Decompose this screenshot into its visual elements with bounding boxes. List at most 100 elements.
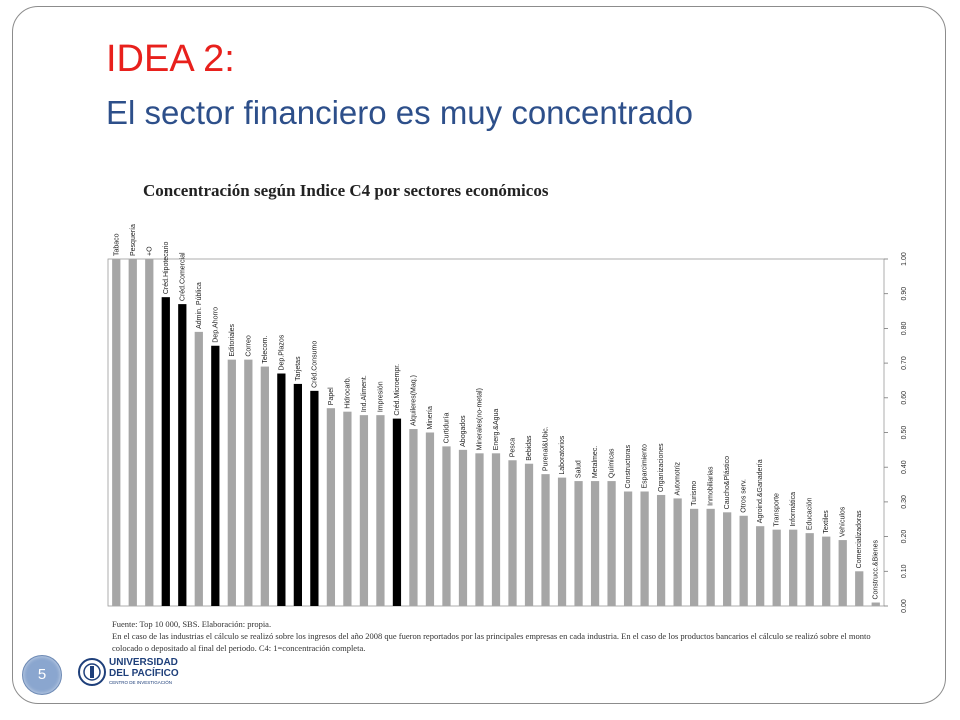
bar [557,477,567,606]
category-label: Tabaco [113,233,120,256]
category-label: Informática [790,492,797,527]
category-label: Impresión [377,381,384,412]
bar [392,418,402,606]
bar [673,498,682,606]
page-number-badge: 5 [22,655,62,695]
category-label: Créd.Microempr. [394,364,401,416]
bar [756,526,765,606]
bar [706,508,715,606]
slide-title-line2: El sector financiero es muy concentrado [106,94,693,131]
bar [409,429,418,606]
y-tick-label: 1.00 [901,252,908,266]
category-label: Transporte [774,493,781,527]
bar [838,540,847,606]
y-tick-label: 0.20 [901,530,908,544]
source-notes: Fuente: Top 10 000, SBS. Elaboración: pr… [112,618,902,654]
y-tick-label: 0.70 [901,356,908,370]
bar [640,491,649,606]
bar [161,297,170,606]
category-label: Esparcimiento [642,444,649,488]
category-label: Dep.Plazos [278,334,285,370]
logo-subtitle: CENTRO DE INVESTIGACIÓN [109,680,173,685]
y-tick-label: 0.10 [901,564,908,578]
bar [244,359,253,606]
bar [723,512,732,606]
category-label: Inmobiliarias [708,466,715,506]
logo-name-line1: UNIVERSIDAD [109,657,178,668]
bar [458,449,468,606]
university-logo: UNIVERSIDAD DEL PACÍFICO CENTRO DE INVES… [78,655,188,691]
slide-title-line1: IDEA 2: [106,38,235,80]
bar [310,390,319,606]
category-label: Energ.&Agua [493,409,500,451]
category-label: Textiles [823,510,830,534]
category-label: Vehículos [840,506,847,537]
category-label: Comercializadoras [856,510,863,568]
bar [211,345,220,606]
category-label: Créd.Comercial [179,252,186,301]
category-label: Minería [427,406,434,429]
bar [343,411,352,606]
y-tick-label: 0.80 [901,321,908,335]
logo-name: UNIVERSIDAD DEL PACÍFICO [109,657,179,679]
category-label: Bebidas [526,435,533,461]
bar [656,494,666,606]
category-label: Químicas [609,448,616,478]
category-label: Constructoras [625,444,632,488]
y-tick-label: 0.40 [901,460,908,474]
category-label: Otros serv. [741,479,748,513]
category-label: Minerales(no-metal) [476,388,483,450]
bar [789,529,798,606]
bar [145,259,154,606]
bar [822,536,831,606]
category-label: Alquileres(Maq.) [410,375,417,426]
category-label: Correo [245,335,252,357]
y-tick-label: 0.30 [901,495,908,509]
bar [623,491,633,606]
category-label: Pesca [510,438,517,458]
category-label: Créd.Consumo [311,341,318,388]
bar [425,432,435,606]
bar [475,453,484,606]
y-tick-label: 0.90 [901,287,908,301]
category-label: Metalmec. [592,446,599,478]
category-label: Hidrocarb. [344,376,351,408]
category-label: Caucho&Plástico [724,456,731,509]
category-label: Dep.Ahorro [212,307,219,343]
university-emblem-icon [78,658,106,686]
category-label: Salud [576,460,583,478]
category-label: Curtiduría [443,413,450,444]
bar [293,383,302,606]
y-tick-label: 0.50 [901,426,908,440]
category-label: Automotriz [675,461,682,495]
category-label: Abogados [460,415,467,447]
category-label: Educación [807,497,814,530]
category-label: Pesquería [130,224,137,256]
category-label: +O [146,246,153,256]
category-label: Purenal&Ubic. [543,426,550,471]
category-label: Agroind.&Ganadería [757,459,764,523]
category-label: Tarjetas [295,356,302,381]
bar [739,515,748,606]
chart-title: Concentración según Indice C4 por sector… [143,181,549,200]
source-line: Fuente: Top 10 000, SBS. Elaboración: pr… [112,619,272,629]
category-label: Telecom. [262,336,269,364]
bar [524,463,534,606]
category-label: Créd.Hipotecario [163,242,170,295]
bar [194,331,203,606]
bar [128,259,137,606]
bar [541,474,550,606]
bar [442,446,451,606]
category-label: Ind.Aliment. [361,375,368,412]
bar [805,533,814,606]
bar [326,408,336,606]
bar [772,529,781,606]
methodology-note: En el caso de las industrias el cálculo … [112,631,871,653]
bar [277,373,286,606]
bar [376,415,385,606]
category-label: Admin. Pública [196,282,203,329]
bar [590,481,600,606]
logo-name-line2: DEL PACÍFICO [109,668,179,679]
y-tick-label: 0.00 [901,599,908,613]
